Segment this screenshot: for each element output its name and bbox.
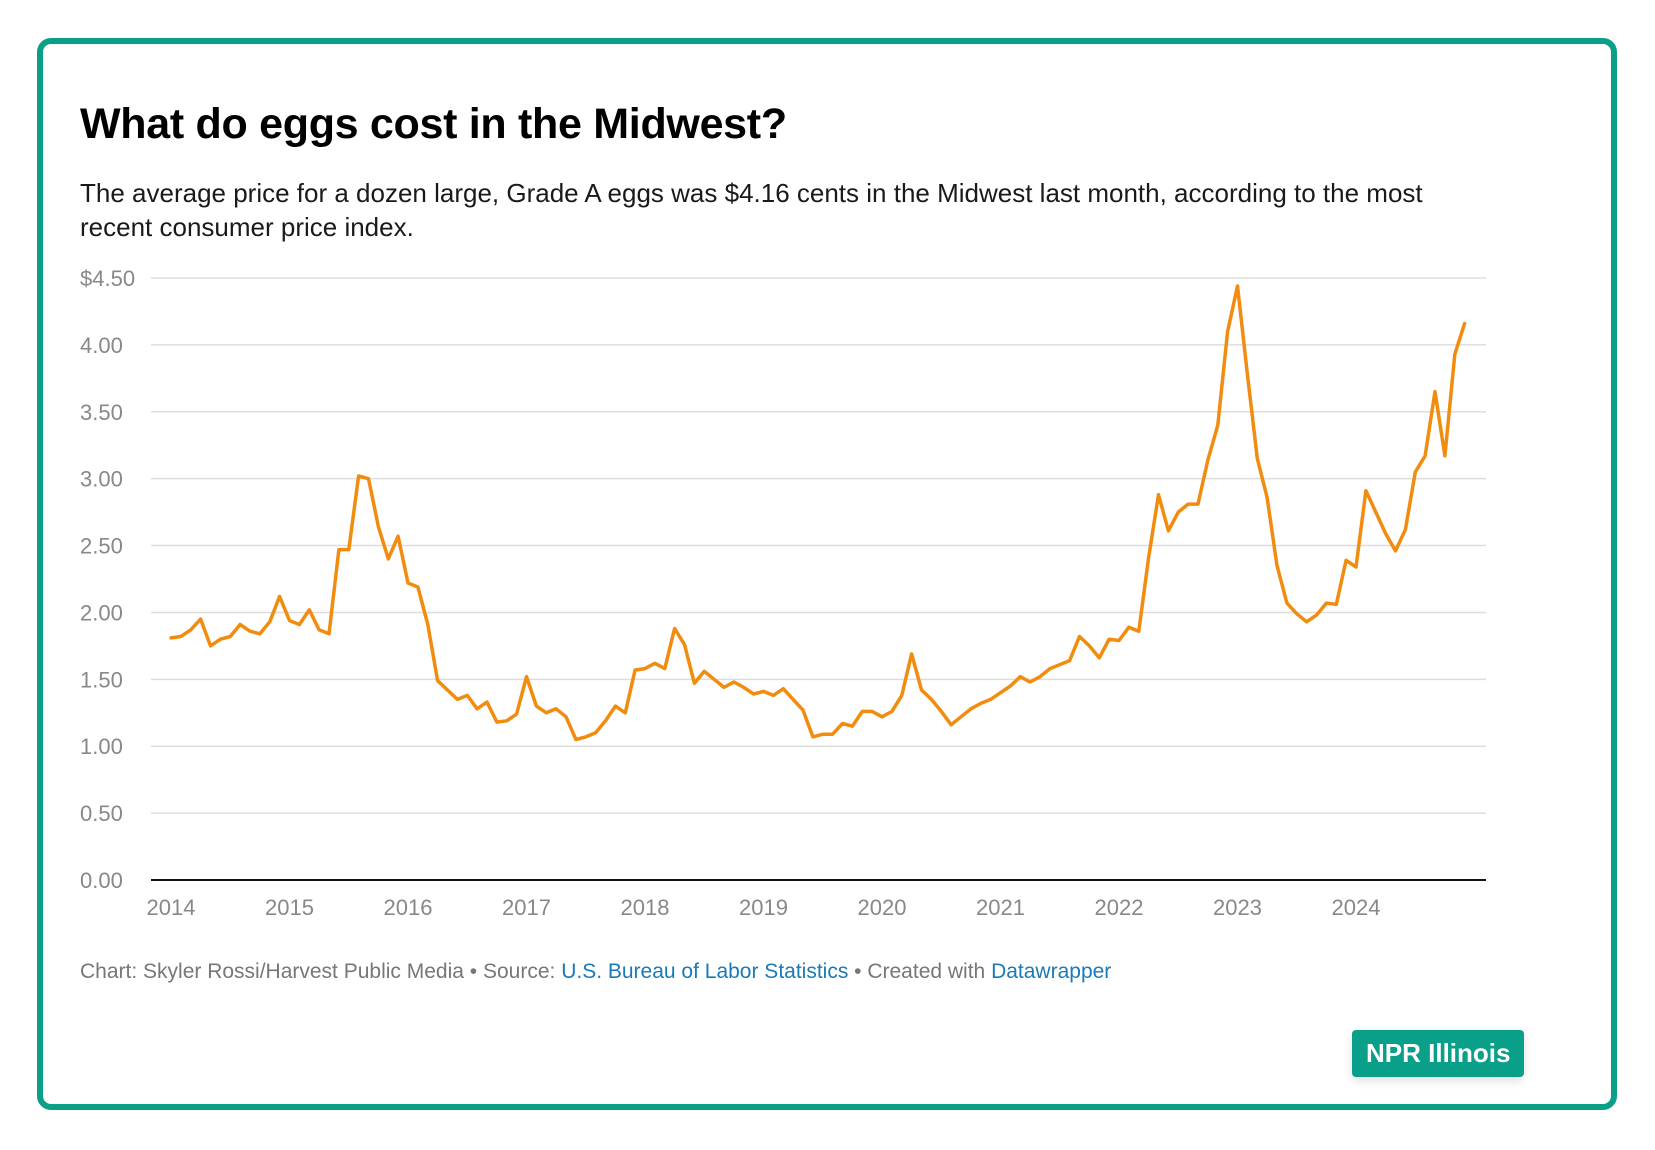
y-tick-label: 0.00 [80,868,123,893]
npr-illinois-badge: NPR Illinois [1352,1030,1525,1077]
y-tick-label: 3.50 [80,400,123,425]
chart-title: What do eggs cost in the Midwest? [80,100,787,148]
y-tick-label: 2.00 [80,600,123,625]
x-tick-label: 2021 [976,895,1025,920]
x-tick-label: 2024 [1332,895,1381,920]
x-tick-label: 2017 [502,895,551,920]
created-with-text: • Created with [848,960,992,983]
chart-subtitle: The average price for a dozen large, Gra… [80,178,1423,242]
y-tick-label: 1.00 [80,734,123,759]
y-tick-label: 1.50 [80,667,123,692]
x-tick-label: 2023 [1213,895,1262,920]
x-tick-label: 2018 [621,895,670,920]
x-tick-label: 2020 [858,895,907,920]
y-tick-label: $4.50 [80,266,135,291]
source-link[interactable]: U.S. Bureau of Labor Statistics [561,960,849,983]
y-tick-label: 0.50 [80,801,123,826]
chart-footer: Chart: Skyler Rossi/Harvest Public Media… [80,960,1111,984]
chart-card [37,38,1617,1110]
x-tick-label: 2016 [384,895,433,920]
egg-price-line [169,284,1467,742]
x-tick-label: 2015 [265,895,314,920]
y-tick-label: 4.00 [80,333,123,358]
datawrapper-link[interactable]: Datawrapper [991,960,1112,983]
chart-credit: Chart: Skyler Rossi/Harvest Public Media… [80,960,562,983]
x-tick-label: 2019 [739,895,788,920]
x-tick-label: 2022 [1095,895,1144,920]
x-tick-label: 2014 [147,895,196,920]
y-tick-label: 2.50 [80,534,123,559]
y-tick-label: 3.00 [80,467,123,492]
